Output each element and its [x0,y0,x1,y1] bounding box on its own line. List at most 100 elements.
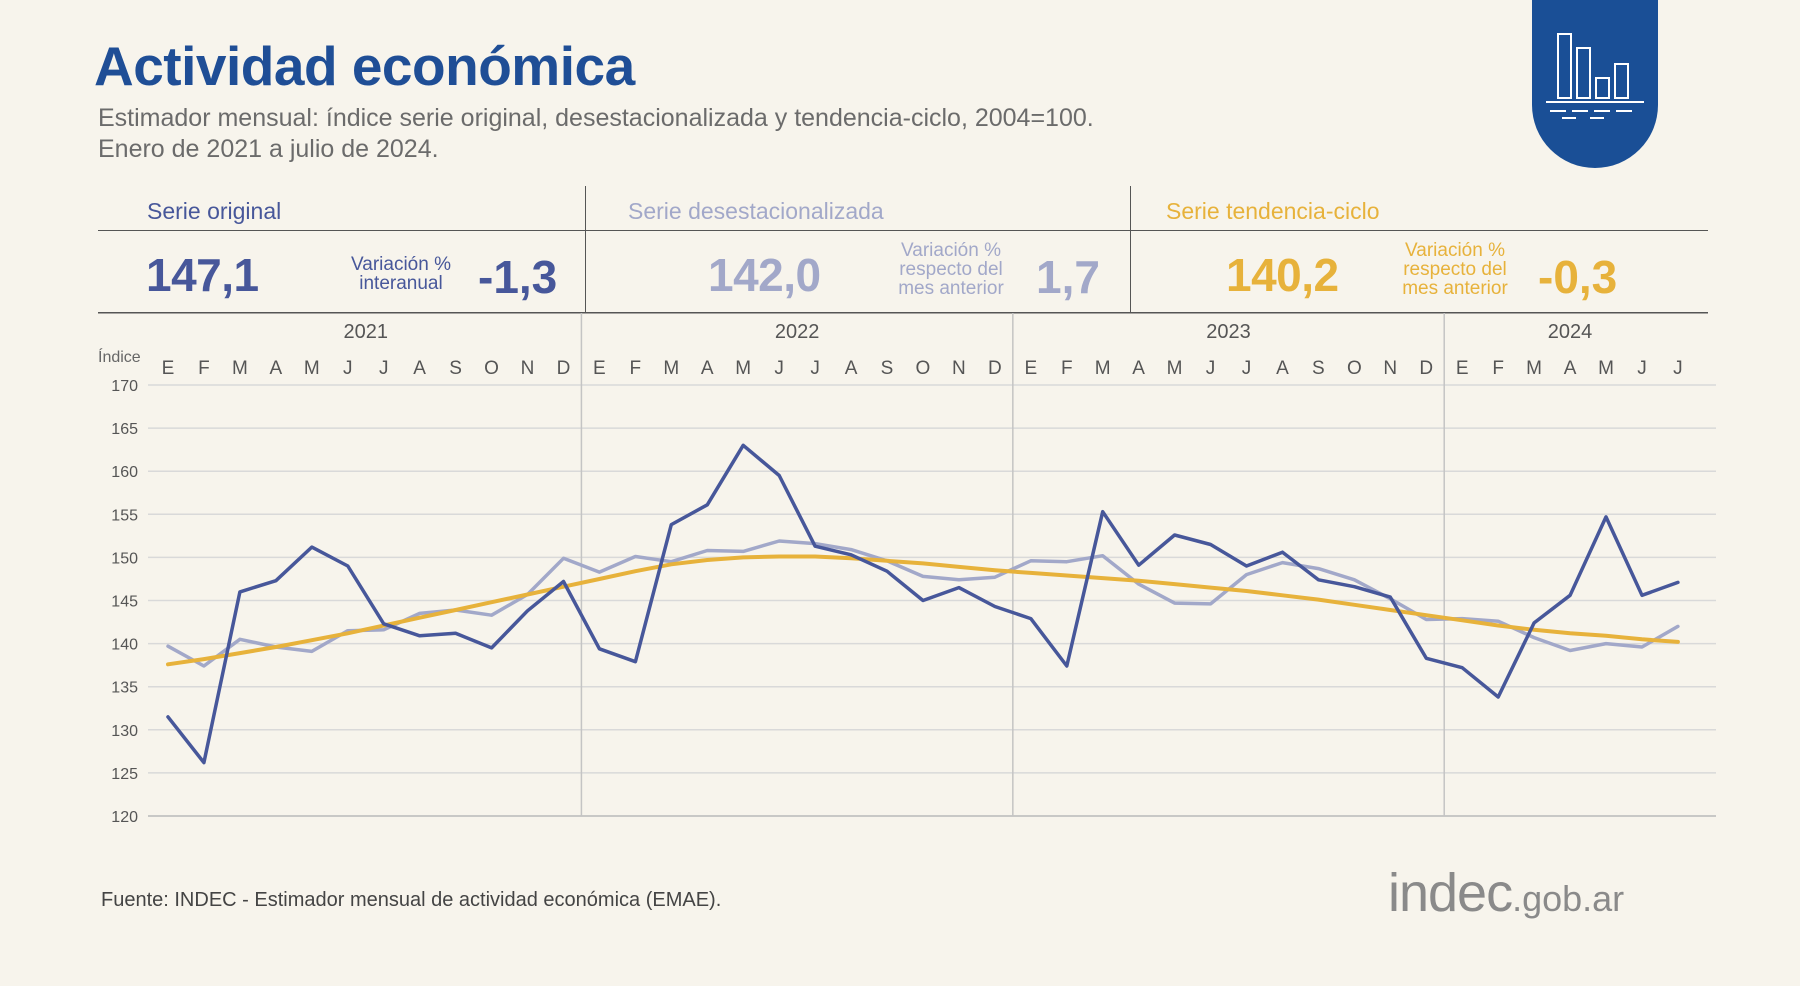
y-tick-label: 150 [111,550,138,567]
month-tick-label: J [810,358,820,379]
month-tick-label: D [557,358,571,379]
subtitle-line-1: Estimador mensual: índice serie original… [98,104,1094,132]
month-tick-label: M [232,358,248,379]
month-tick-label: N [521,358,535,379]
desest-variation-value: 1,7 [1036,251,1100,303]
axis-layer: 120 125 130 135 140 145 150 155 160 165 170 Índice 2… [98,321,1683,826]
month-tick-label: A [1564,358,1577,379]
month-tick-label: A [1276,358,1289,379]
month-tick-label: A [1132,358,1145,379]
bar-chart-icon [1546,33,1644,119]
page-title: Actividad económica [94,35,635,97]
trend-series-value: 140,2 [1226,249,1339,301]
month-tick-label: D [1419,358,1433,379]
series-line-original [166,443,1680,765]
month-tick-label: J [1637,358,1647,379]
month-tick-label: J [774,358,784,379]
month-tick-label: S [449,358,462,379]
month-tick-label: O [1347,358,1362,379]
month-tick-label: M [1167,358,1183,379]
indec-logo: indec.gob.ar [1388,862,1624,924]
month-tick-label: O [484,358,499,379]
month-tick-label: N [1383,358,1397,379]
month-tick-label: E [1456,358,1469,379]
y-tick-label: 145 [111,594,138,611]
month-tick-label: J [343,358,353,379]
month-tick-label: N [952,358,966,379]
y-tick-label: 170 [111,378,138,395]
month-tick-label: S [881,358,894,379]
desest-variation-label: Variación % respecto del mes anterior [886,241,1016,298]
month-tick-label: E [1024,358,1037,379]
y-tick-label: 130 [111,723,138,740]
subtitle-line-2: Enero de 2021 a julio de 2024. [98,135,439,163]
month-tick-label: O [916,358,931,379]
summary-separator [585,186,586,312]
summary-separator [1130,186,1131,312]
month-tick-label: M [735,358,751,379]
y-tick-label: 140 [111,637,138,654]
variation-label-line: Variación % [351,254,451,275]
series-layer [166,443,1680,765]
summary-divider-top [98,230,1708,231]
month-tick-label: M [1598,358,1614,379]
month-tick-label: E [593,358,606,379]
month-tick-label: J [1242,358,1252,379]
month-tick-label: S [1312,358,1325,379]
month-tick-label: F [1492,358,1504,379]
year-label: 2021 [343,321,388,343]
month-tick-label: A [413,358,426,379]
month-tick-label: A [845,358,858,379]
y-tick-label: 160 [111,464,138,481]
y-tick-label: 120 [111,809,138,826]
indec-logo-main: indec [1388,863,1513,923]
y-tick-label: 165 [111,421,138,438]
series-line-tendencia [166,554,1680,667]
subtitle: Estimador mensual: índice serie original… [98,103,1094,165]
indec-logo-domain: .gob.ar [1512,878,1625,919]
original-series-label: Serie original [147,198,282,224]
month-tick-label: M [1095,358,1111,379]
original-variation-value: -1,3 [478,251,558,303]
variation-label-line: respecto del [1403,259,1507,280]
year-label: 2022 [775,321,820,343]
original-variation-label: Variación % interanual [338,255,464,293]
year-label: 2023 [1206,321,1251,343]
grid-layer [98,312,1716,817]
desest-series-label: Serie desestacionalizada [628,198,884,224]
month-tick-label: D [988,358,1002,379]
month-tick-label: A [270,358,283,379]
desest-series-value: 142,0 [708,249,821,301]
month-tick-label: J [1673,358,1683,379]
variation-label-line: respecto del [899,259,1003,280]
variation-label-line: Variación % [901,240,1001,261]
month-tick-label: A [701,358,714,379]
trend-variation-label: Variación % respecto del mes anterior [1392,241,1518,298]
month-tick-label: E [162,358,175,379]
summary-panel: Serie original 147,1 Variación % interan… [98,186,1708,313]
month-tick-label: M [1526,358,1542,379]
month-tick-label: F [198,358,210,379]
y-axis-label: Índice [98,347,141,366]
logo-badge [1532,0,1658,168]
trend-variation-value: -0,3 [1538,251,1618,303]
original-series-value: 147,1 [146,249,259,301]
variation-label-line: mes anterior [1402,278,1508,299]
month-tick-label: M [304,358,320,379]
month-tick-label: J [379,358,389,379]
y-tick-label: 135 [111,680,138,697]
month-tick-label: F [1061,358,1073,379]
month-tick-label: J [1206,358,1216,379]
series-line-desestacionalizada [166,539,1680,668]
month-tick-label: M [663,358,679,379]
month-tick-label: F [630,358,642,379]
variation-label-line: interanual [359,273,443,294]
y-tick-label: 155 [111,507,138,524]
trend-series-label: Serie tendencia-ciclo [1166,198,1380,224]
variation-label-line: mes anterior [898,278,1004,299]
variation-label-line: Variación % [1405,240,1505,261]
year-label: 2024 [1548,321,1593,343]
source-note: Fuente: INDEC - Estimador mensual de act… [101,889,722,911]
y-tick-label: 125 [111,766,138,783]
